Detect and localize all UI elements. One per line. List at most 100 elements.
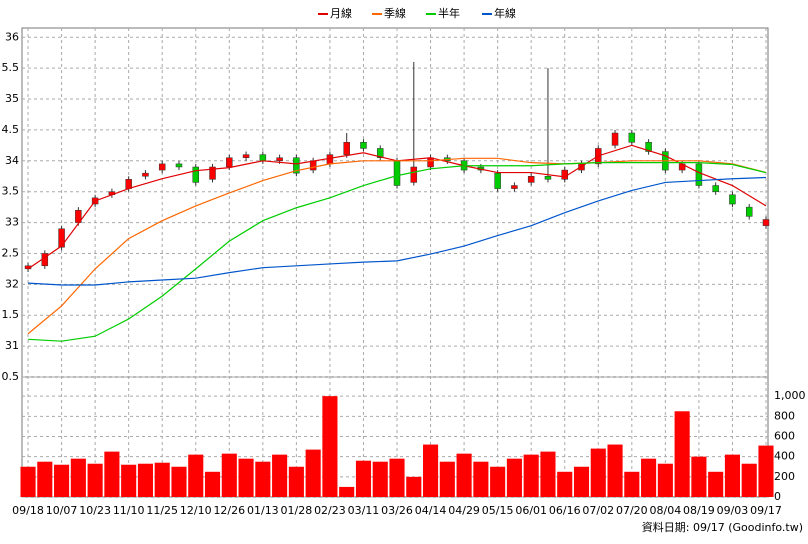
x-tick-label: 04/29 <box>448 504 480 517</box>
y-tick-label: 3.5 <box>2 185 20 198</box>
candle-body <box>309 160 317 171</box>
candle-body <box>293 157 300 174</box>
volume-bar <box>657 463 673 497</box>
x-tick-label: 03/26 <box>381 504 413 517</box>
volume-bar <box>238 458 254 497</box>
volume-bar <box>456 453 472 497</box>
candle-body <box>226 157 233 168</box>
x-tick-label: 11/10 <box>113 504 145 517</box>
x-tick-label: 12/10 <box>180 504 212 517</box>
y-tick-label: 200 <box>774 470 795 483</box>
x-tick-label: 07/02 <box>582 504 614 517</box>
x-tick-label: 03/11 <box>348 504 380 517</box>
x-tick-label: 06/01 <box>515 504 547 517</box>
volume-bar <box>691 456 707 497</box>
volume-bar <box>171 466 187 497</box>
volume-bar <box>372 461 388 497</box>
y-tick-label: 2.5 <box>2 246 20 259</box>
ma-line <box>27 157 767 335</box>
legend-label: 半年 <box>438 6 460 20</box>
volume-bar <box>221 453 237 497</box>
volume-bar <box>322 396 338 497</box>
candle-body <box>645 142 652 152</box>
candle-body <box>158 163 166 171</box>
candle-body <box>527 175 535 183</box>
x-tick-label: 09/03 <box>717 504 749 517</box>
volume-bar <box>490 466 506 497</box>
volume-bar <box>439 461 455 497</box>
candle-body <box>58 228 65 248</box>
candle-body <box>712 185 719 192</box>
candle-body <box>427 157 434 168</box>
y-tick-label: 36 <box>5 30 19 43</box>
legend-label: 年線 <box>494 6 516 20</box>
x-tick-label: 01/28 <box>281 504 313 517</box>
volume-bar <box>37 461 53 497</box>
legend-label: 月線 <box>330 6 352 20</box>
volume-bar <box>674 411 690 497</box>
candle-body <box>511 185 518 189</box>
candle-body <box>41 253 49 267</box>
candle-body <box>142 172 149 177</box>
volume-bar <box>506 458 522 497</box>
candle-body <box>125 179 132 189</box>
y-tick-label: 1.5 <box>2 308 20 321</box>
candle-body <box>762 219 770 226</box>
y-tick-label: 34 <box>5 154 19 167</box>
volume-bar <box>641 458 657 497</box>
y-tick-label: 400 <box>774 450 795 463</box>
x-tick-label: 10/23 <box>79 504 111 517</box>
volume-bar <box>540 451 556 497</box>
x-tick-label: 10/07 <box>46 504 78 517</box>
x-tick-label: 08/04 <box>650 504 682 517</box>
volume-bar <box>473 461 489 497</box>
volume-bar <box>389 458 405 497</box>
volume-bar <box>104 451 120 497</box>
volume-bar <box>607 444 623 497</box>
x-tick-label: 04/14 <box>415 504 447 517</box>
ma-line <box>28 176 767 286</box>
volume-bar <box>204 471 221 497</box>
volume-bar <box>188 454 204 497</box>
candle-body <box>494 172 501 189</box>
candle-body <box>209 166 216 180</box>
x-tick-label: 08/19 <box>683 504 715 517</box>
volume-bar <box>70 458 86 497</box>
y-tick-label: 32 <box>5 277 19 290</box>
y-tick-label: 1,000 <box>774 389 806 402</box>
y-tick-label: 31 <box>5 339 19 352</box>
volume-bar <box>573 466 590 497</box>
y-tick-label: 35 <box>5 92 19 105</box>
candle-body <box>611 132 619 146</box>
candle-body <box>242 154 250 158</box>
candle-body <box>259 154 267 162</box>
candle-body <box>745 206 753 217</box>
candle-body <box>628 132 636 143</box>
volume-bar <box>339 486 355 497</box>
volume-bar <box>590 448 606 497</box>
candle-body <box>561 169 568 180</box>
volume-bar <box>624 471 640 497</box>
x-tick-label: 02/23 <box>314 504 346 517</box>
volume-bar <box>87 463 103 497</box>
volume-bar <box>154 462 170 497</box>
volume-bar <box>523 454 539 497</box>
candle-body <box>360 142 367 149</box>
y-tick-label: 600 <box>774 429 795 442</box>
y-tick-label: 4.5 <box>2 123 20 136</box>
legend-label: 季線 <box>384 6 406 20</box>
footnote: 資料日期: 09/17 (Goodinfo.tw) <box>642 520 803 534</box>
y-tick-label: 800 <box>774 409 795 422</box>
volume-bar <box>54 464 70 497</box>
candle-body <box>410 166 418 183</box>
volume-bar <box>137 463 153 497</box>
x-tick-label: 11/25 <box>146 504 178 517</box>
volume-bar <box>121 464 137 497</box>
candle-body <box>393 160 401 186</box>
candle-body <box>729 194 736 205</box>
y-tick-label: 0.5 <box>2 370 20 383</box>
candle-body <box>376 148 384 158</box>
candle-body <box>276 157 283 162</box>
candle-body <box>544 175 552 180</box>
